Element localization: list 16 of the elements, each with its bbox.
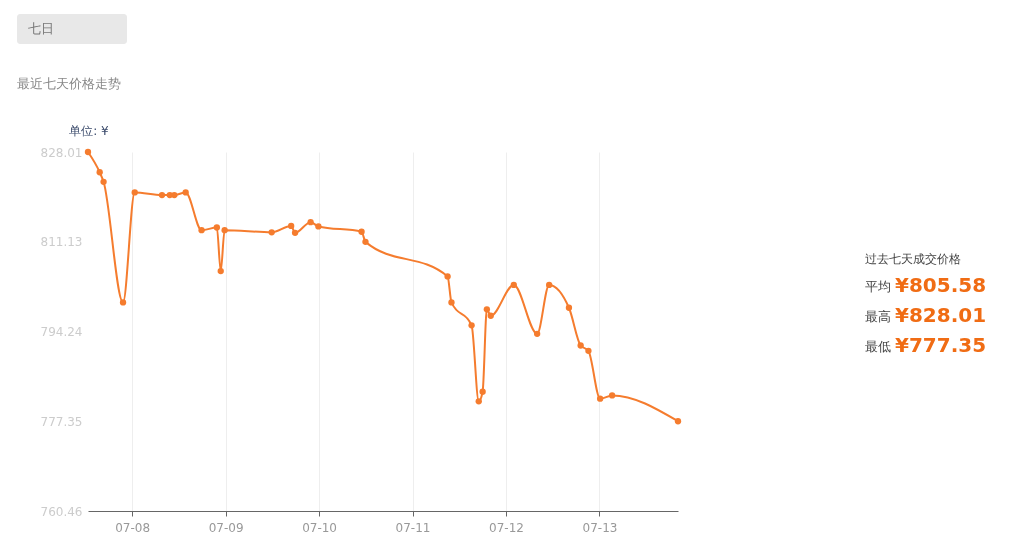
x-tick-label: 07-12 (489, 520, 524, 535)
y-axis-title: 单位: ¥ (69, 124, 110, 138)
x-tick-label: 07-10 (302, 520, 337, 535)
text: ¥805.58 (895, 273, 987, 297)
x-tick-label: 07-08 (115, 520, 151, 535)
text: 七日 (28, 21, 54, 36)
x-tick-label: 07-13 (582, 520, 618, 535)
text: ¥828.01 (895, 303, 987, 327)
x-tick-label: 07-09 (208, 520, 244, 535)
text: ¥777.35 (895, 333, 987, 357)
text: 最高 (865, 309, 891, 324)
text: 平均 (865, 279, 891, 294)
x-tick-label: 07-11 (395, 520, 431, 535)
text: 过去七天成交价格 (865, 252, 961, 266)
chart-title: 最近七天价格走势 (17, 76, 121, 91)
text: 最低 (865, 339, 891, 354)
